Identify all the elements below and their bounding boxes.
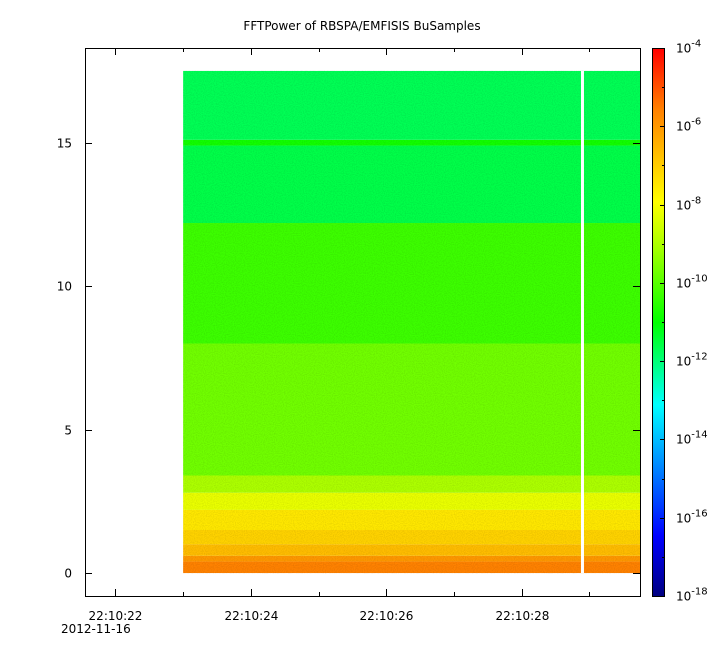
chart-title: FFTPower of RBSPA/EMFISIS BuSamples [243, 19, 480, 33]
colorbar-axis: 10-4 10-6 10-8 10-10 10-12 10-14 10-16 10-18 [660, 39, 708, 604]
x-tick-label: 22:10:28 [496, 609, 550, 623]
colorbar-tick-label: 10-10 [676, 274, 708, 291]
colorbar-tick-label: 10-16 [676, 509, 708, 526]
colorbar-tick-label: 10-8 [676, 196, 701, 213]
y-tick-label: 10 [57, 280, 72, 294]
y-tick-label: 5 [64, 424, 72, 438]
y-axis: 0 5 10 15 [57, 137, 640, 581]
spectrogram-noise-texture [183, 70, 640, 574]
x-tick-label: 22:10:26 [360, 609, 414, 623]
plot-frame [85, 48, 641, 597]
colorbar [652, 48, 665, 597]
colorbar-tick-label: 10-12 [676, 352, 708, 369]
data-gap-stripe [580, 70, 584, 574]
x-tick-label: 22:10:22 [89, 609, 143, 623]
x-axis-date-label: 2012-11-16 [61, 622, 131, 636]
colorbar-tick-label: 10-18 [676, 587, 708, 604]
colorbar-tick-label: 10-4 [676, 39, 701, 56]
x-tick-label: 22:10:24 [225, 609, 279, 623]
y-tick-label: 15 [57, 137, 72, 151]
y-tick-label: 0 [64, 567, 72, 581]
x-axis: 22:10:22 22:10:24 22:10:26 22:10:28 [89, 48, 590, 623]
colorbar-tick-label: 10-14 [676, 430, 708, 447]
colorbar-tick-label: 10-6 [676, 117, 701, 134]
